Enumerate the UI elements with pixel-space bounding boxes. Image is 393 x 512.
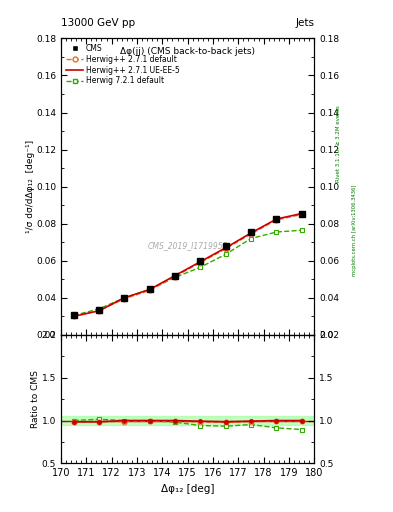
Y-axis label: Ratio to CMS: Ratio to CMS xyxy=(31,370,40,428)
Text: Jets: Jets xyxy=(296,18,314,28)
Y-axis label: ¹/σ dσ/dΔφ₁₂  [deg⁻¹]: ¹/σ dσ/dΔφ₁₂ [deg⁻¹] xyxy=(26,140,35,233)
Legend: CMS, Herwig++ 2.7.1 default, Herwig++ 2.7.1 UE-EE-5, Herwig 7.2.1 default: CMS, Herwig++ 2.7.1 default, Herwig++ 2.… xyxy=(65,42,182,87)
Text: CMS_2019_I1719955: CMS_2019_I1719955 xyxy=(147,242,228,250)
Text: mcplots.cern.ch [arXiv:1306.3436]: mcplots.cern.ch [arXiv:1306.3436] xyxy=(352,185,357,276)
Bar xyxy=(61,416,314,425)
Text: 13000 GeV pp: 13000 GeV pp xyxy=(61,18,135,28)
X-axis label: Δφ₁₂ [deg]: Δφ₁₂ [deg] xyxy=(161,484,215,494)
Text: Δφ(jj) (CMS back-to-back jets): Δφ(jj) (CMS back-to-back jets) xyxy=(120,47,255,56)
Text: Rivet 3.1.10, ≥ 3.2M events: Rivet 3.1.10, ≥ 3.2M events xyxy=(336,105,341,182)
